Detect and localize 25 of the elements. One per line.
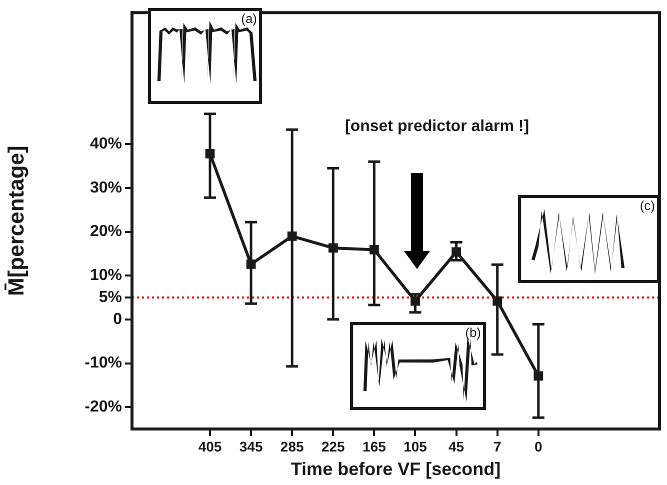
y-tick-label: 0 [113,310,122,328]
y-axis-title: M̄[percentage] [3,146,28,296]
annotation: (a) [241,11,257,26]
x-tick-label: 345 [239,438,263,454]
y-tick-label: 20% [90,223,122,240]
y-tick-label: -20% [84,398,122,416]
x-tick-label: 105 [404,438,428,454]
ecg-pause-panel: (b) [350,322,486,410]
ecg-rhythm-panel: (a) [148,8,262,104]
x-tick-label: 0 [534,438,542,454]
x-tick-label: 285 [280,438,304,454]
y-tick-label: 10% [90,266,122,284]
ecg-fibrillation-panel: (c) [518,195,660,283]
x-tick-label: 165 [362,438,386,454]
x-axis-title: Time before VF [second] [290,459,501,480]
x-tick-label: 7 [493,438,502,454]
x-tick-label: 225 [321,438,346,454]
x-tick-label: 45 [448,438,464,454]
annotation: (b) [465,325,481,340]
y-tick-label: 30% [90,179,122,196]
x-tick-label: 405 [198,438,222,454]
y-tick-label: 40% [90,136,122,152]
y-tick-label: -10% [84,354,122,372]
annotation: [onset predictor alarm !] [345,118,530,136]
y-tick-label: 5% [98,288,122,306]
